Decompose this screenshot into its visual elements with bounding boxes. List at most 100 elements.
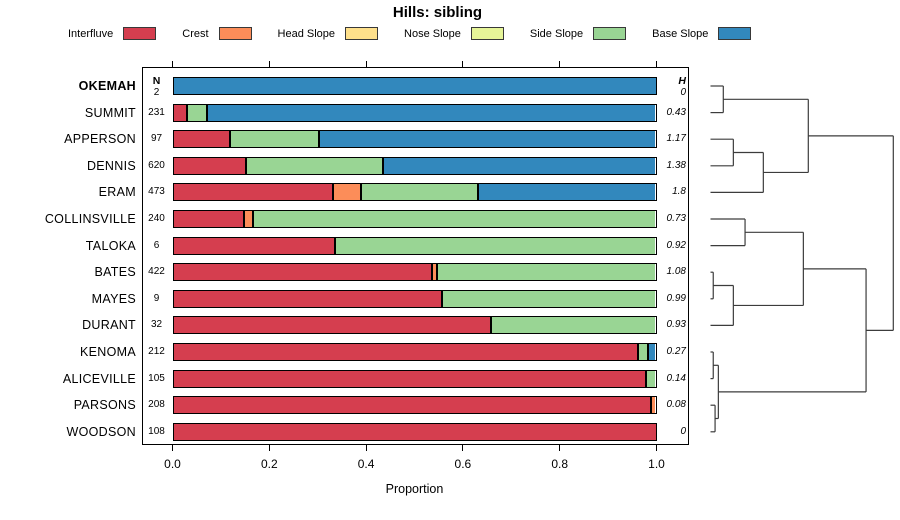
stacked-bar xyxy=(172,156,657,175)
h-value: 1.17 xyxy=(666,133,686,145)
bar-segment-interfluve xyxy=(173,184,332,201)
x-axis-tick-label: 1.0 xyxy=(648,457,665,471)
stacked-bar xyxy=(172,236,657,255)
legend-swatch-head_slope xyxy=(345,27,379,40)
n-value: 473 xyxy=(148,186,165,198)
stacked-bar xyxy=(172,183,657,202)
n-value: 208 xyxy=(148,399,165,411)
stacked-bar xyxy=(172,422,657,441)
x-axis-tick-top xyxy=(171,60,174,67)
stacked-bar xyxy=(172,210,657,228)
x-axis-tick-label: 0.4 xyxy=(357,457,375,471)
bar-segment-interfluve xyxy=(173,237,334,254)
bar-segment-crest xyxy=(243,211,253,227)
bar-segment-interfluve xyxy=(173,370,646,387)
bar-segment-base_slope xyxy=(173,78,656,94)
bar-segment-base_slope xyxy=(382,157,656,174)
x-axis-label: Proportion xyxy=(385,482,444,496)
legend-item-nose_slope: Nose Slope xyxy=(404,27,504,40)
x-axis-tick-top xyxy=(365,60,367,67)
h-value: 0.08 xyxy=(666,399,686,411)
row-label: WOODSON xyxy=(66,424,136,439)
n-value-text: 2 xyxy=(153,87,160,98)
row-label: BATES xyxy=(94,265,136,280)
h-value: 1.38 xyxy=(666,159,686,171)
legend-label: Crest xyxy=(182,27,209,40)
bar-segment-side_slope xyxy=(334,237,656,254)
legend-label: Base Slope xyxy=(652,27,709,40)
stacked-bar xyxy=(172,369,657,388)
h-value: 0.73 xyxy=(666,213,686,224)
legend-label: Side Slope xyxy=(529,27,584,40)
bar-segment-crest xyxy=(331,184,360,201)
row-label: MAYES xyxy=(91,291,136,306)
row-label: DURANT xyxy=(82,318,136,333)
row-label: ALICEVILLE xyxy=(62,371,136,386)
h-value: 0.27 xyxy=(666,346,686,357)
bar-segment-crest xyxy=(430,264,437,281)
legend-swatch-interfluve xyxy=(123,27,157,40)
bar-segment-side_slope xyxy=(645,370,656,387)
stacked-bar xyxy=(172,263,657,282)
bar-segment-side_slope xyxy=(252,211,656,227)
x-axis-tick-label: 0.6 xyxy=(454,457,472,471)
x-axis-tick-bottom xyxy=(462,445,464,451)
legend-label: Head Slope xyxy=(277,27,336,40)
bar-segment-interfluve xyxy=(173,264,431,281)
x-axis-tick-bottom xyxy=(559,445,561,451)
h-value: 1.08 xyxy=(666,266,686,278)
row-label: KENOMA xyxy=(80,345,136,359)
x-axis-tick-label: 0.2 xyxy=(260,457,278,471)
h-value: 0.93 xyxy=(666,319,686,331)
h-value: 0.43 xyxy=(666,106,686,118)
legend-swatch-side_slope xyxy=(593,27,627,40)
stacked-bar xyxy=(172,396,657,415)
h-value: 1.8 xyxy=(672,186,686,198)
legend-item-head_slope: Head Slope xyxy=(278,27,379,40)
stacked-bar xyxy=(172,77,657,95)
bar-segment-side_slope xyxy=(436,264,656,281)
n-value: 108 xyxy=(148,425,165,437)
n-value: 32 xyxy=(150,319,163,331)
bar-segment-interfluve xyxy=(173,157,245,174)
row-label: SUMMIT xyxy=(84,105,136,120)
bar-segment-base_slope xyxy=(476,184,656,201)
bar-segment-interfluve xyxy=(173,397,651,414)
stacked-bar xyxy=(172,343,657,361)
bar-segment-interfluve xyxy=(173,211,244,227)
x-axis-tick-label: 0.8 xyxy=(551,457,569,471)
legend: Interfluve Crest Head Slope Nose Slope Side … xyxy=(68,27,777,40)
stacked-bar xyxy=(172,103,657,122)
h-value: 0 xyxy=(680,425,686,437)
legend-label: Nose Slope xyxy=(404,27,461,40)
bar-segment-side_slope xyxy=(244,157,383,174)
n-column-header: N xyxy=(152,75,161,87)
x-axis-tick-top xyxy=(268,60,270,67)
x-axis-tick-bottom xyxy=(655,445,658,451)
legend-item-side_slope: Side Slope xyxy=(529,27,627,40)
bar-segment-interfluve xyxy=(173,317,490,334)
bar-segment-side_slope xyxy=(441,290,656,307)
legend-item-base_slope: Base Slope xyxy=(652,27,752,40)
x-axis-tick-bottom xyxy=(268,445,270,451)
bar-segment-interfluve xyxy=(173,290,441,307)
bar-segment-interfluve xyxy=(173,344,637,360)
bar-segment-side_slope xyxy=(228,131,319,148)
bar-segment-base_slope xyxy=(646,344,656,360)
row-label: DENNIS xyxy=(86,158,136,173)
row-label: COLLINSVILLE xyxy=(44,212,136,226)
stacked-bar xyxy=(172,130,657,149)
row-label: OKEMAH xyxy=(78,79,136,93)
bar-segment-interfluve xyxy=(173,423,656,440)
legend-item-crest: Crest xyxy=(182,27,252,40)
n-value: 422 xyxy=(148,266,165,278)
n-value: 240 xyxy=(148,213,165,224)
bar-segment-side_slope xyxy=(186,104,207,121)
n-value: 212 xyxy=(148,346,165,357)
bar-segment-interfluve xyxy=(173,131,229,148)
bar-segment-side_slope xyxy=(489,317,656,334)
h-value: 0.92 xyxy=(666,239,686,251)
row-label: APPERSON xyxy=(64,132,136,147)
